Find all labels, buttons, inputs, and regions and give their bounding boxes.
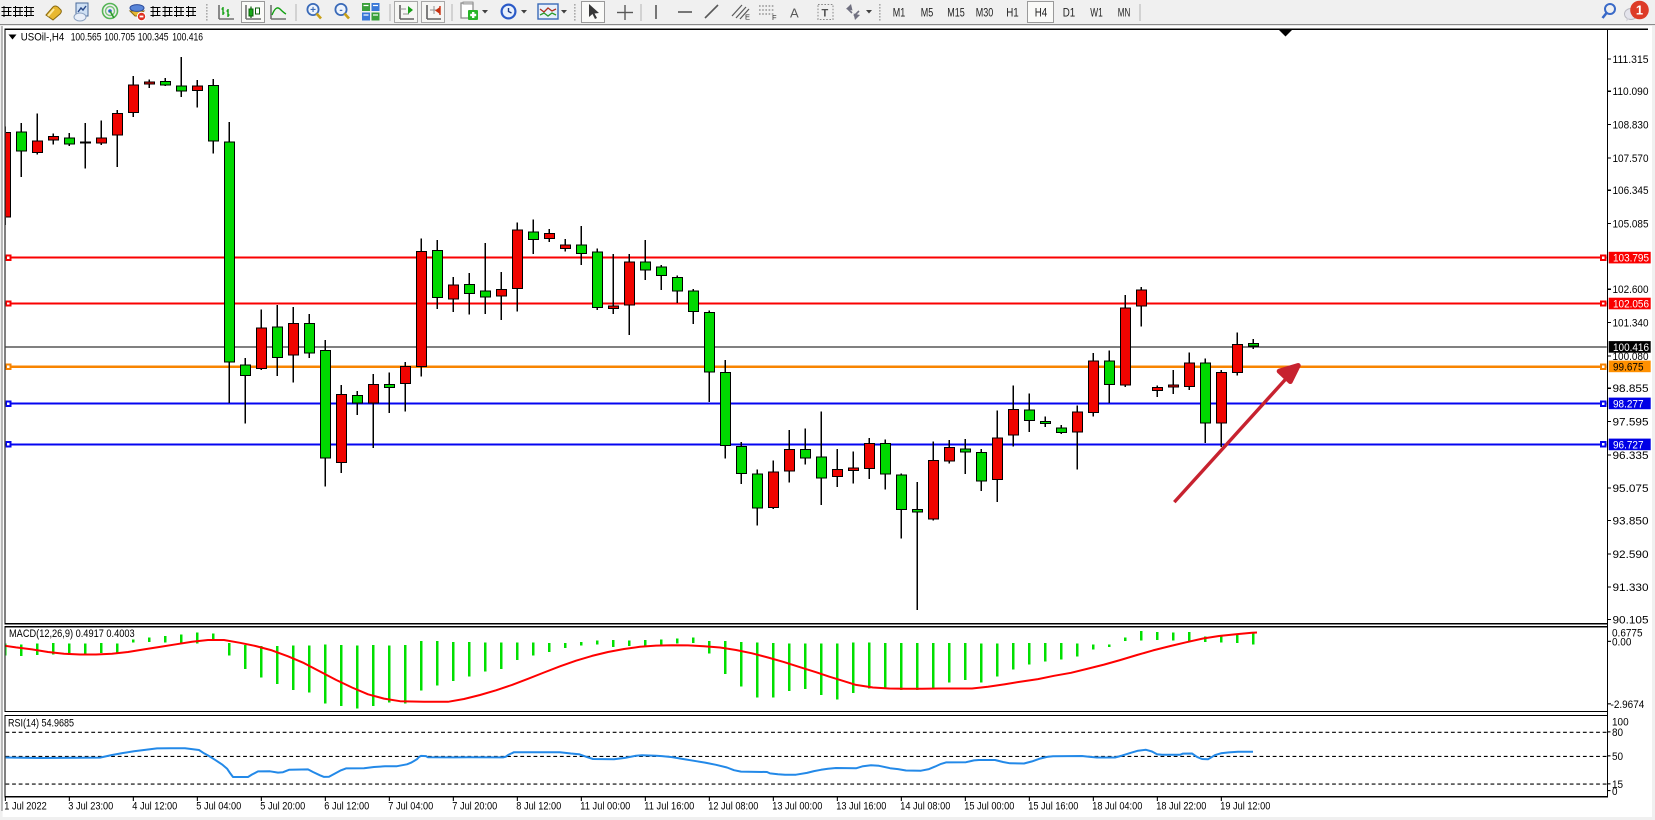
- svg-text:100.565: 100.565: [71, 32, 102, 44]
- svg-text:11 Jul 00:00: 11 Jul 00:00: [580, 801, 630, 813]
- svg-text:RSI(14) 54.9685: RSI(14) 54.9685: [8, 717, 74, 729]
- svg-text:W1: W1: [1090, 8, 1103, 20]
- svg-text:M15: M15: [947, 8, 965, 20]
- svg-text:95.075: 95.075: [1613, 483, 1649, 495]
- svg-text:M5: M5: [921, 8, 934, 20]
- svg-text:102.056: 102.056: [1613, 299, 1649, 311]
- svg-text:H4: H4: [1035, 8, 1048, 20]
- svg-text:91.330: 91.330: [1613, 582, 1649, 594]
- svg-text:12 Jul 08:00: 12 Jul 08:00: [708, 801, 758, 813]
- svg-text:19 Jul 12:00: 19 Jul 12:00: [1220, 801, 1270, 813]
- svg-text:-: -: [339, 5, 342, 16]
- svg-text:106.345: 106.345: [1613, 185, 1649, 197]
- svg-text:13 Jul 16:00: 13 Jul 16:00: [836, 801, 886, 813]
- svg-text:100.080: 100.080: [1613, 351, 1649, 363]
- svg-text:110.090: 110.090: [1613, 86, 1649, 98]
- svg-text:H1: H1: [1006, 8, 1019, 20]
- svg-text:108.830: 108.830: [1613, 120, 1649, 132]
- svg-text:105.085: 105.085: [1613, 219, 1649, 231]
- svg-text:100.705: 100.705: [104, 32, 135, 44]
- svg-text:-2.9674: -2.9674: [1611, 699, 1645, 711]
- svg-text:99.675: 99.675: [1613, 361, 1644, 373]
- svg-text:14 Jul 08:00: 14 Jul 08:00: [900, 801, 950, 813]
- svg-text:101.340: 101.340: [1613, 318, 1649, 330]
- svg-text:E: E: [745, 13, 750, 22]
- svg-text:MN: MN: [1118, 8, 1131, 20]
- svg-text:+: +: [310, 5, 316, 16]
- svg-text:18 Jul 04:00: 18 Jul 04:00: [1092, 801, 1142, 813]
- svg-text:97.595: 97.595: [1613, 417, 1649, 429]
- svg-text:15: 15: [1612, 779, 1623, 791]
- svg-text:T: T: [822, 8, 829, 20]
- svg-text:1: 1: [1636, 3, 1643, 18]
- svg-text:5 Jul 20:00: 5 Jul 20:00: [260, 801, 305, 813]
- svg-text:100: 100: [1612, 716, 1629, 728]
- svg-text:18 Jul 22:00: 18 Jul 22:00: [1156, 801, 1206, 813]
- svg-text:103.795: 103.795: [1613, 253, 1649, 265]
- svg-text:MACD(12,26,9) 0.4917 0.4003: MACD(12,26,9) 0.4917 0.4003: [9, 628, 135, 640]
- svg-text:0.6775: 0.6775: [1612, 627, 1643, 639]
- svg-text:3 Jul 23:00: 3 Jul 23:00: [68, 801, 113, 813]
- svg-text:90.105: 90.105: [1613, 615, 1649, 627]
- svg-text:7 Jul 04:00: 7 Jul 04:00: [388, 801, 433, 813]
- svg-text:11 Jul 16:00: 11 Jul 16:00: [644, 801, 694, 813]
- svg-text:100.345: 100.345: [138, 32, 169, 44]
- svg-text:1 Jul 2022: 1 Jul 2022: [4, 801, 47, 813]
- svg-text:5 Jul 04:00: 5 Jul 04:00: [196, 801, 241, 813]
- svg-text:4 Jul 12:00: 4 Jul 12:00: [132, 801, 177, 813]
- svg-text:D1: D1: [1063, 8, 1076, 20]
- svg-text:96.335: 96.335: [1613, 450, 1649, 462]
- svg-text:M1: M1: [893, 8, 906, 20]
- svg-text:80: 80: [1612, 727, 1623, 739]
- svg-text:102.600: 102.600: [1613, 284, 1649, 296]
- svg-text:6 Jul 12:00: 6 Jul 12:00: [324, 801, 369, 813]
- svg-text:0.00: 0.00: [1612, 636, 1631, 648]
- svg-text:98.855: 98.855: [1613, 383, 1649, 395]
- svg-text:0: 0: [1612, 786, 1618, 798]
- svg-text:98.277: 98.277: [1613, 398, 1644, 410]
- svg-text:96.727: 96.727: [1613, 439, 1644, 451]
- svg-text:107.570: 107.570: [1613, 153, 1649, 165]
- svg-text:50: 50: [1612, 751, 1623, 763]
- svg-text:100.416: 100.416: [1613, 342, 1649, 354]
- svg-text:92.590: 92.590: [1613, 549, 1649, 561]
- svg-text:USOil-,H4: USOil-,H4: [21, 32, 65, 44]
- svg-text:15 Jul 00:00: 15 Jul 00:00: [964, 801, 1014, 813]
- svg-text:15 Jul 16:00: 15 Jul 16:00: [1028, 801, 1078, 813]
- svg-text:8 Jul 12:00: 8 Jul 12:00: [516, 801, 561, 813]
- svg-text:7 Jul 20:00: 7 Jul 20:00: [452, 801, 497, 813]
- svg-text:M30: M30: [976, 8, 994, 20]
- svg-text:93.850: 93.850: [1613, 516, 1649, 528]
- svg-text:A: A: [790, 6, 799, 21]
- svg-text:F: F: [772, 13, 777, 22]
- svg-text:111.315: 111.315: [1613, 54, 1649, 66]
- svg-text:13 Jul 00:00: 13 Jul 00:00: [772, 801, 822, 813]
- svg-text:100.416: 100.416: [172, 32, 203, 44]
